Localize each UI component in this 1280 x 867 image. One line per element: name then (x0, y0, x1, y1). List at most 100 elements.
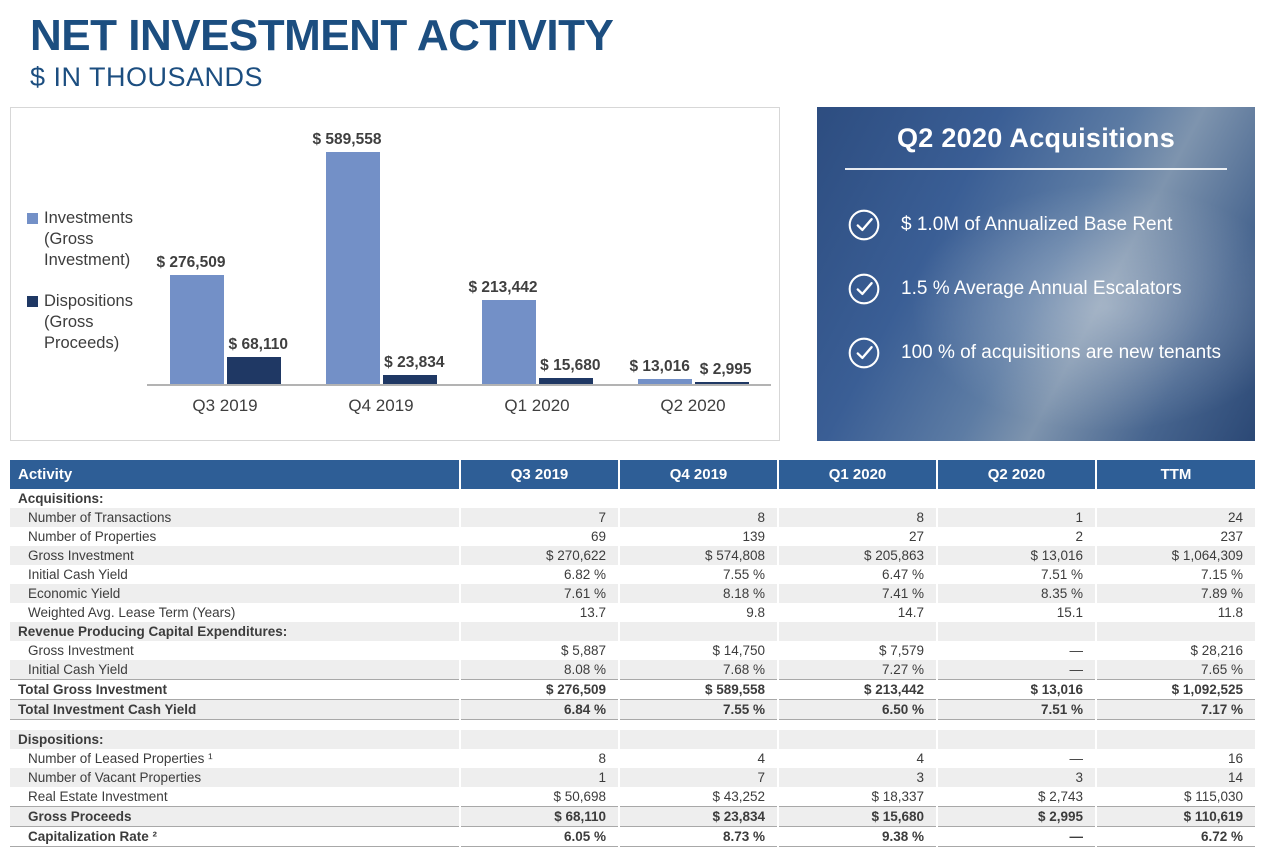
bar-value-label: $ 23,834 (384, 353, 445, 371)
bar-groups: $ 276,509 $ 68,110 Q3 2019 $ 589,558 $ 23,83… (147, 131, 771, 415)
cell-value: 13.7 (459, 602, 619, 622)
dispositions-swatch-icon (27, 295, 38, 307)
cell-value: 1 (459, 767, 619, 787)
cell-value: 8.35 % (936, 583, 1096, 603)
cell-value: $ 43,252 (618, 786, 778, 807)
row-label: Initial Cash Yield (10, 659, 460, 680)
spacer-cell (10, 719, 1255, 730)
callout-title: Q2 2020 Acquisitions (896, 122, 1176, 153)
legend-label-dispositions: Dispositions (Gross Proceeds) (44, 291, 133, 352)
page-title: NET INVESTMENT ACTIVITY (30, 11, 614, 60)
cell-value: 3 (936, 767, 1096, 787)
row-label: Number of Properties (28, 528, 157, 544)
cell-value (1095, 621, 1255, 641)
acquisitions-callout: Q2 2020 Acquisitions $ 1.0M of Annualize… (817, 106, 1255, 441)
cell-value (936, 621, 1096, 641)
cell-value (936, 488, 1096, 508)
cell-value: $ 13,016 (936, 545, 1096, 565)
cell-value: 14 (1095, 767, 1255, 787)
cell-value: — (936, 748, 1096, 768)
category-label: Q4 2019 (348, 395, 414, 415)
category-label: Q2 2020 (660, 395, 726, 415)
table-row: Real Estate Investment $ 50,698 $ 43,252 $ … (10, 786, 1255, 807)
highlight-text: 100 % of acquisitions are new tenants (901, 341, 1222, 363)
cell-value: $ 13,016 (936, 678, 1096, 700)
table-row: Gross Investment $ 270,622 $ 574,808 $ 205,… (10, 545, 1255, 565)
table-row: Number of Properties 69 139 27 2 237 (10, 526, 1255, 546)
cell-value: $ 589,558 (618, 678, 778, 700)
cell-value: — (936, 640, 1096, 660)
row-label: Weighted Avg. Lease Term (Years) (28, 604, 236, 620)
cell-value (1095, 488, 1255, 508)
row-label: Revenue Producing Capital Expenditures: (10, 621, 460, 641)
cell-value: $ 276,509 (459, 678, 619, 700)
bar-value-label: $ 15,680 (540, 356, 601, 374)
cell-value: 1 (936, 507, 1096, 527)
bar-value-label: $ 2,995 (699, 360, 752, 378)
cell-value: 139 (618, 526, 778, 546)
legend-item-dispositions: Dispositions (Gross Proceeds) (27, 291, 143, 354)
cell-value: $ 28,216 (1095, 640, 1255, 660)
activity-table: Activity Q3 2019 Q4 2019 Q1 2020 Q2 2020 TTM … (10, 459, 1255, 847)
acquisition-highlight: $ 1.0M of Annualized Base Rent (847, 208, 1255, 242)
highlight-text: $ 1.0M of Annualized Base Rent (901, 213, 1173, 235)
table-row: Number of Vacant Properties 1 7 3 3 14 (10, 767, 1255, 787)
bar-value-label: $ 276,509 (156, 253, 226, 271)
bar-value-label: $ 589,558 (312, 130, 382, 148)
row-label: Number of Vacant Properties (10, 767, 460, 787)
investments-bar: $ 276,509 (156, 254, 225, 384)
dispositions-bar: $ 68,110 (226, 336, 288, 384)
cell-value: 7.55 % (618, 698, 778, 720)
row-label: Gross Proceeds (10, 805, 460, 827)
bar-value-label: $ 213,442 (468, 278, 538, 296)
cell-value: 8 (777, 507, 937, 527)
cell-value: $ 7,579 (777, 640, 937, 660)
cell-value: — (936, 825, 1096, 847)
row-label: Real Estate Investment (28, 788, 168, 804)
row-label: Total Gross Investment (10, 678, 460, 700)
column-header: Q2 2020 (936, 459, 1096, 489)
check-circle-icon (848, 209, 880, 241)
callout-items: $ 1.0M of Annualized Base Rent 1.5 % Aver… (817, 208, 1255, 370)
table-row: Initial Cash Yield 6.82 % 7.55 % 6.47 % 7.51… (10, 564, 1255, 584)
cell-value: 7.55 % (618, 564, 778, 584)
cell-value: 7.17 % (1095, 698, 1255, 720)
table-head: Activity Q3 2019 Q4 2019 Q1 2020 Q2 2020 TTM (10, 459, 1255, 489)
table-row: Total Gross Investment $ 276,509 $ 589,558… (10, 678, 1255, 700)
cell-value: 7.27 % (777, 659, 937, 680)
cell-value: 8.73 % (618, 825, 778, 847)
cell-value: 7.15 % (1095, 564, 1255, 584)
check-circle-icon (848, 273, 880, 305)
acquisition-highlight: 1.5 % Average Annual Escalators (847, 272, 1255, 306)
cell-value: $ 205,863 (777, 545, 937, 565)
category-label: Q3 2019 (192, 395, 258, 415)
cell-value: 7 (459, 507, 619, 527)
cell-value: 14.7 (777, 602, 937, 622)
table-row: Number of Leased Properties ¹ 8 4 4—16 (10, 748, 1255, 768)
row-label: Number of Transactions (10, 507, 460, 527)
table-row: Capitalization Rate ² 6.05 % 8.73 % 9.38 % —… (10, 825, 1255, 847)
cell-value: 2 (936, 526, 1096, 546)
callout-divider (845, 167, 1227, 170)
cell-value (777, 729, 937, 749)
table-row: Weighted Avg. Lease Term (Years) 13.7 9.8 1… (10, 602, 1255, 622)
cell-value: $ 270,622 (459, 545, 619, 565)
table-body: Acquisitions: Number of Transactions 7 8 8 1 2… (10, 488, 1255, 847)
cell-value: 6.05 % (459, 825, 619, 847)
column-header: Q1 2020 (777, 459, 937, 489)
table-row: Revenue Producing Capital Expenditures: (10, 621, 1255, 641)
bar-group: $ 213,442 $ 15,680 Q1 2020 (468, 279, 600, 415)
row-label: Initial Cash Yield (28, 566, 128, 582)
cell-value (459, 488, 619, 508)
cell-value: $ 2,743 (936, 786, 1096, 807)
table-row: Initial Cash Yield 8.08 % 7.68 % 7.27 % —7.6… (10, 659, 1255, 680)
cell-value: 8.08 % (459, 659, 619, 680)
cell-value: 4 (618, 748, 778, 768)
cell-value (618, 729, 778, 749)
cell-value: $ 68,110 (459, 805, 619, 827)
cell-value (618, 488, 778, 508)
bar-group: $ 13,016 $ 2,995 Q2 2020 (630, 358, 752, 415)
table-row: Dispositions: (10, 729, 1255, 749)
row-label: Capitalization Rate ² (10, 825, 460, 847)
